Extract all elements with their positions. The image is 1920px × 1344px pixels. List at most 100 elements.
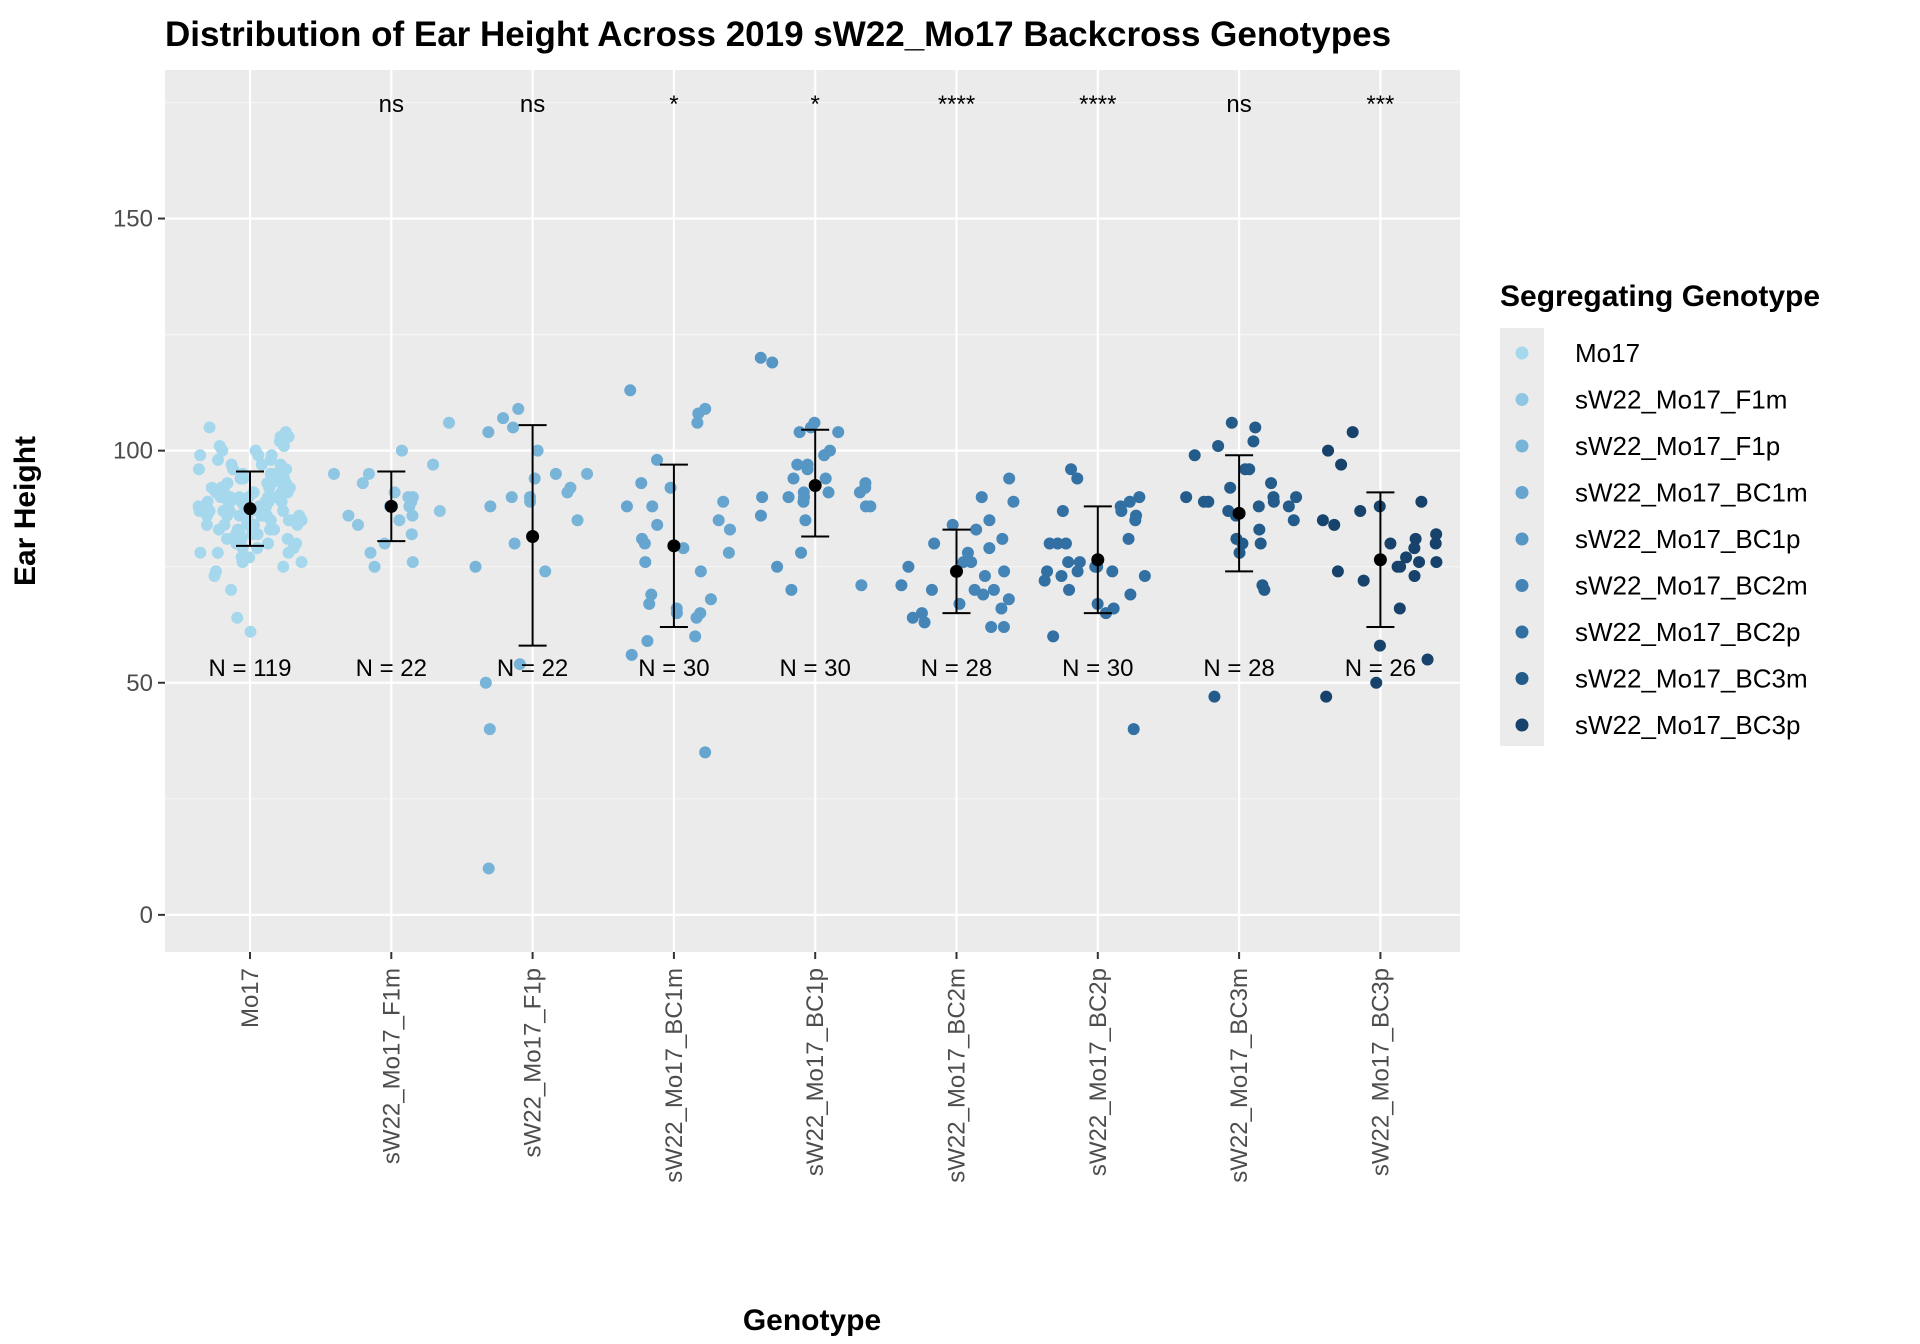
data-point: [259, 495, 272, 508]
data-point: [208, 569, 221, 582]
data-point: [1409, 532, 1422, 545]
data-point: [906, 611, 919, 624]
data-point: [925, 583, 938, 596]
data-point: [1316, 514, 1329, 527]
data-point: [1408, 542, 1421, 555]
data-point: [205, 481, 218, 494]
data-point: [998, 565, 1011, 578]
data-point: [691, 416, 704, 429]
data-point: [1129, 514, 1142, 527]
data-point: [255, 458, 268, 471]
data-point: [1413, 556, 1426, 569]
data-point: [280, 463, 293, 476]
data-point: [723, 523, 736, 536]
data-point: [352, 518, 365, 531]
data-point: [1265, 477, 1278, 490]
data-point: [953, 597, 966, 610]
x-tick-label: sW22_Mo17_BC3m: [1226, 968, 1253, 1183]
data-point: [670, 607, 683, 620]
data-point: [356, 477, 369, 490]
data-point: [918, 616, 931, 629]
data-point: [1346, 426, 1359, 439]
legend-label: Mo17: [1575, 338, 1640, 368]
data-point: [635, 477, 648, 490]
data-point: [799, 514, 812, 527]
legend-label: sW22_Mo17_BC1p: [1575, 524, 1800, 554]
data-point: [801, 463, 814, 476]
data-point: [983, 542, 996, 555]
x-tick-label: sW22_Mo17_F1m: [378, 968, 405, 1164]
data-point: [442, 416, 455, 429]
data-point: [1430, 528, 1443, 541]
legend-label: sW22_Mo17_F1m: [1575, 385, 1787, 415]
data-point: [233, 491, 246, 504]
legend-key: [1515, 393, 1529, 406]
data-point: [362, 467, 375, 480]
data-point: [201, 509, 214, 522]
data-point: [692, 407, 705, 420]
data-point: [251, 542, 264, 555]
data-point: [754, 351, 767, 364]
legend-label: sW22_Mo17_BC2m: [1575, 571, 1808, 601]
data-point: [624, 384, 637, 397]
data-point: [1055, 569, 1068, 582]
data-point: [484, 500, 497, 513]
data-point: [791, 458, 804, 471]
legend-key: [1515, 439, 1529, 453]
data-point: [243, 551, 256, 564]
data-point: [225, 583, 238, 596]
data-point: [482, 426, 495, 439]
data-point: [853, 486, 866, 499]
legend-label: sW22_Mo17_F1p: [1575, 431, 1780, 461]
axis-layer: 0 50 100 150 Mo17 sW22_Mo17_F1m sW22_Mo17_F1p s…: [113, 206, 1394, 1183]
data-point: [1123, 495, 1136, 508]
n-label: N = 22: [356, 655, 427, 682]
data-point: [255, 509, 268, 522]
mean-point: [1232, 506, 1246, 520]
significance-label: ***: [1366, 91, 1394, 118]
data-point: [1290, 491, 1303, 504]
data-point: [531, 444, 544, 457]
significance-label: ns: [520, 91, 545, 118]
data-point: [1059, 537, 1072, 550]
data-point: [1253, 523, 1266, 536]
data-point: [1400, 551, 1413, 564]
y-tick-label: 100: [113, 438, 153, 465]
data-point: [479, 676, 492, 689]
data-point: [1138, 569, 1151, 582]
data-point: [483, 723, 496, 736]
mean-point: [1091, 553, 1105, 567]
data-point: [1429, 537, 1442, 550]
data-point: [277, 560, 290, 573]
data-point: [469, 560, 482, 573]
data-point: [983, 514, 996, 527]
data-point: [1287, 514, 1300, 527]
data-point: [1043, 537, 1056, 550]
data-point: [641, 634, 654, 647]
data-point: [497, 412, 510, 425]
y-tick-label: 0: [140, 902, 153, 929]
mean-point: [526, 530, 540, 544]
data-point: [235, 532, 248, 545]
data-point: [549, 467, 562, 480]
n-label: N = 28: [921, 655, 992, 682]
data-point: [1208, 690, 1221, 703]
data-point: [289, 514, 302, 527]
data-point: [1180, 491, 1193, 504]
x-tick-label: sW22_Mo17_F1p: [520, 968, 547, 1157]
data-point: [717, 495, 730, 508]
data-point: [1127, 723, 1140, 736]
data-point: [1415, 495, 1428, 508]
data-point: [771, 560, 784, 573]
data-point: [1041, 565, 1054, 578]
data-point: [795, 546, 808, 559]
x-axis-title: Genotype: [743, 1304, 881, 1337]
significance-label: ****: [1079, 91, 1116, 118]
data-point: [638, 537, 651, 550]
significance-label: *: [811, 91, 820, 118]
data-point: [1393, 602, 1406, 615]
data-point: [225, 458, 238, 471]
data-point: [1408, 569, 1421, 582]
data-point: [212, 523, 225, 536]
data-point: [766, 356, 779, 369]
